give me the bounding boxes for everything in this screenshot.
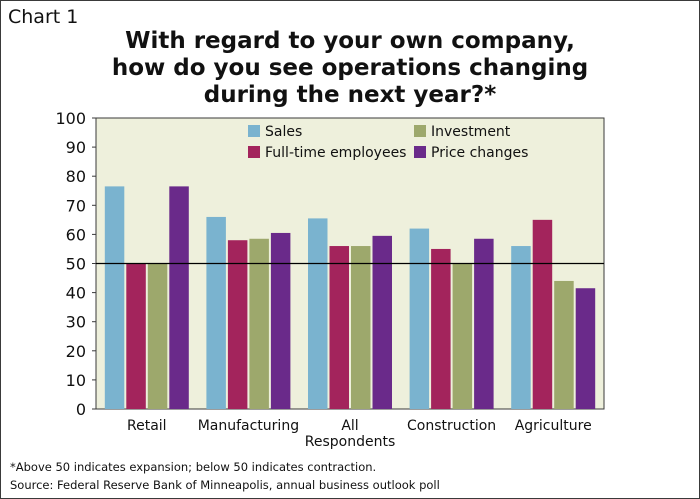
- legend-swatch: [414, 125, 426, 137]
- x-category-label: All: [341, 418, 358, 434]
- bar-sales: [409, 228, 430, 409]
- x-category-label: Retail: [127, 418, 167, 434]
- bar-price-changes: [270, 232, 291, 409]
- y-tick-label: 60: [66, 225, 86, 244]
- y-tick-label: 90: [66, 138, 86, 157]
- chart-number-label: Chart 1: [8, 6, 79, 28]
- bar-full-time-employees: [126, 263, 146, 409]
- bar-sales: [104, 186, 125, 409]
- legend-swatch: [414, 146, 426, 158]
- bar-full-time-employees: [329, 246, 349, 409]
- bar-investment: [452, 263, 473, 409]
- bar-price-changes: [575, 288, 596, 409]
- x-category-label: Agriculture: [515, 418, 592, 434]
- x-category-label: Respondents: [305, 434, 396, 450]
- bar-investment: [249, 238, 269, 409]
- bar-investment: [351, 246, 371, 409]
- footnote: *Above 50 indicates expansion; below 50 …: [10, 460, 377, 474]
- chart-title: With regard to your own company, how do …: [100, 28, 600, 109]
- bar-price-changes: [372, 235, 392, 409]
- y-tick-label: 100: [55, 109, 86, 128]
- y-tick-label: 10: [66, 371, 86, 390]
- y-tick-label: 70: [66, 196, 86, 215]
- bar-investment: [147, 263, 168, 409]
- legend-label: Sales: [265, 124, 302, 140]
- y-tick-label: 20: [66, 342, 86, 361]
- y-tick-label: 80: [66, 167, 86, 186]
- legend-label: Investment: [431, 124, 511, 140]
- y-tick-label: 0: [76, 400, 86, 419]
- x-category-label: Manufacturing: [198, 418, 299, 434]
- bar-full-time-employees: [532, 219, 553, 409]
- bar-sales: [206, 216, 226, 409]
- x-category-label: Construction: [407, 418, 496, 434]
- legend-swatch: [248, 125, 260, 137]
- bar-price-changes: [169, 186, 189, 409]
- y-tick-label: 40: [66, 284, 86, 303]
- bar-full-time-employees: [431, 248, 451, 409]
- bar-price-changes: [474, 238, 494, 409]
- y-tick-label: 50: [66, 255, 86, 274]
- legend-swatch: [248, 146, 260, 158]
- title-line: during the next year?*: [203, 82, 497, 108]
- title-line: With regard to your own company,: [125, 28, 575, 54]
- legend-label: Price changes: [431, 145, 528, 161]
- bar-investment: [554, 280, 574, 409]
- bar-sales: [308, 218, 328, 409]
- source-note: Source: Federal Reserve Bank of Minneapo…: [10, 478, 440, 492]
- bar-sales: [511, 246, 531, 409]
- legend-label: Full-time employees: [265, 145, 406, 161]
- title-line: how do you see operations changing: [111, 55, 589, 81]
- y-tick-label: 30: [66, 313, 86, 332]
- bar-full-time-employees: [227, 240, 248, 409]
